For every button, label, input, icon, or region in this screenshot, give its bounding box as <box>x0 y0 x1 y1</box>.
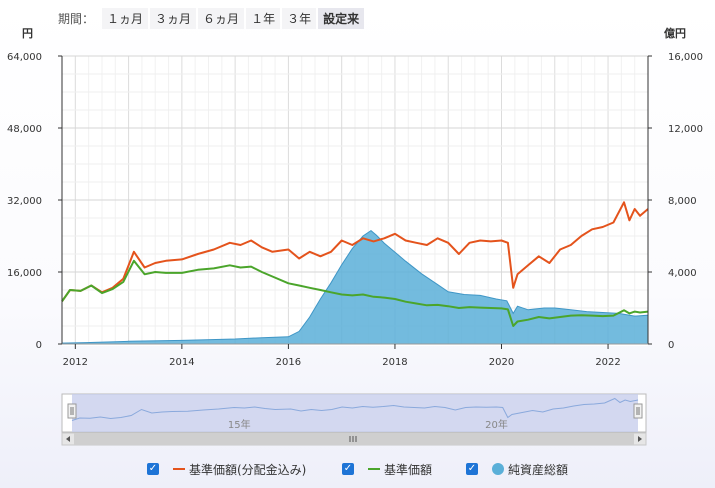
x-tick-label: 2016 <box>276 357 301 368</box>
legend-label: 純資産総額 <box>508 462 569 477</box>
legend-label: 基準価額 <box>384 462 433 477</box>
right-axis-unit: 億円 <box>664 26 686 40</box>
navigator-scrollbar-thumb <box>74 433 634 445</box>
x-tick-label: 2014 <box>169 357 194 368</box>
legend-item-net-assets[interactable]: ✓ 純資産総額 <box>466 460 568 478</box>
checkbox-icon[interactable]: ✓ <box>342 463 354 475</box>
navigator-label: 20年 <box>485 418 508 431</box>
checkbox-icon[interactable]: ✓ <box>147 463 159 475</box>
period-selector: 期間： １ヵ月 ３ヵ月 ６ヵ月 １年 ３年 設定来 <box>58 7 366 29</box>
fund-chart: 円 億円 0 16,000 32,000 48,000 64,000 0 4,000 8,000 1… <box>7 26 703 446</box>
period-label: 期間： <box>58 11 95 26</box>
navigator-handle <box>67 403 77 419</box>
legend: ✓ 基準価額(分配金込み) ✓ 基準価額 ✓ 純資産総額 <box>0 460 715 480</box>
period-1m-button[interactable]: １ヵ月 <box>102 7 149 29</box>
period-1y-button[interactable]: １年 <box>246 7 281 29</box>
line-swatch-icon <box>368 468 380 470</box>
x-tick-label: 2012 <box>63 357 88 368</box>
right-tick-label: 4,000 <box>668 268 697 279</box>
x-tick-label: 2020 <box>489 357 514 368</box>
legend-label: 基準価額(分配金込み) <box>189 462 307 477</box>
x-tick-label: 2018 <box>382 357 407 368</box>
navigator-label: 15年 <box>228 418 251 431</box>
legend-item-nav[interactable]: ✓ 基準価額 <box>342 460 432 478</box>
navigator-selection <box>72 394 638 432</box>
right-tick-label: 16,000 <box>668 52 703 63</box>
left-tick-label: 64,000 <box>7 52 42 63</box>
net-assets-area <box>61 229 649 345</box>
left-tick-label: 48,000 <box>7 124 42 135</box>
nav-with-dividends-line <box>61 201 649 302</box>
right-tick-label: 8,000 <box>668 196 697 207</box>
right-tick-label: 12,000 <box>668 124 703 135</box>
left-tick-label: 0 <box>36 340 42 351</box>
period-6m-button[interactable]: ６ヵ月 <box>198 7 245 29</box>
nav-line <box>61 259 649 327</box>
net-assets-area-path <box>61 229 649 345</box>
checkbox-icon[interactable]: ✓ <box>466 463 478 475</box>
legend-item-nav-with-dividends[interactable]: ✓ 基準価額(分配金込み) <box>147 460 306 478</box>
scroll-left-icon <box>66 436 70 442</box>
navigator[interactable]: 15年 20年 <box>61 393 647 446</box>
x-tick-label: 2022 <box>595 357 620 368</box>
right-tick-label: 0 <box>668 340 674 351</box>
period-since-inception-button[interactable]: 設定来 <box>318 7 365 29</box>
circle-swatch-icon <box>492 463 504 475</box>
left-tick-label: 32,000 <box>7 196 42 207</box>
scroll-right-icon <box>638 436 642 442</box>
period-3m-button[interactable]: ３ヵ月 <box>150 7 197 29</box>
navigator-handle <box>633 403 643 419</box>
series-lines <box>61 201 649 327</box>
left-axis-unit: 円 <box>22 27 33 40</box>
line-swatch-icon <box>173 468 185 470</box>
axes: 円 億円 0 16,000 32,000 48,000 64,000 0 4,000 8,000 1… <box>7 26 703 368</box>
navigator-series-line <box>71 397 639 421</box>
period-3y-button[interactable]: ３年 <box>282 7 317 29</box>
left-tick-label: 16,000 <box>7 268 42 279</box>
